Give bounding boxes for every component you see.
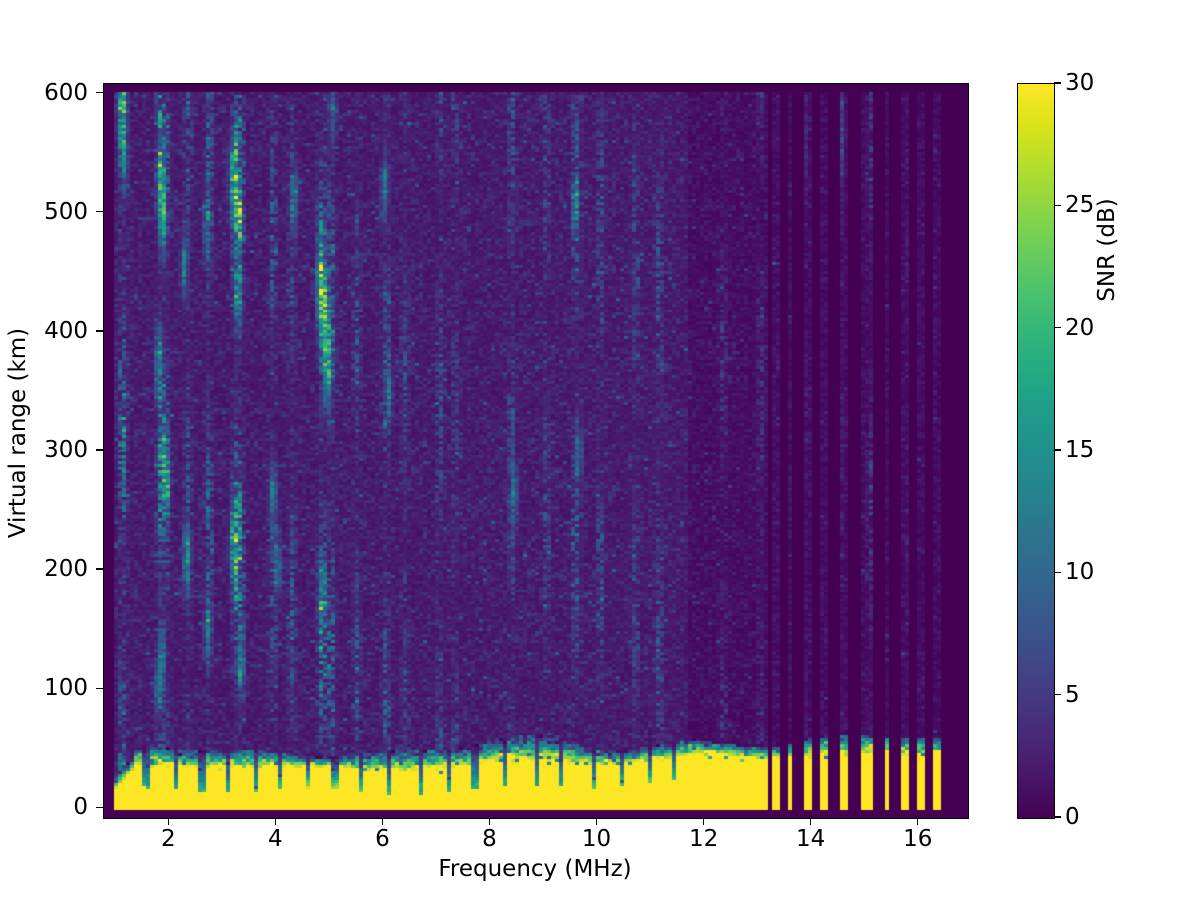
x-tick-mark xyxy=(917,818,919,825)
colorbar-tick-mark xyxy=(1054,571,1062,574)
x-tick-mark xyxy=(702,818,705,825)
colorbar-tick-mark xyxy=(1054,82,1062,84)
y-tick-mark xyxy=(96,806,103,809)
x-tick-label: 10 xyxy=(581,826,612,852)
x-axis-label: Frequency (MHz) xyxy=(438,856,632,882)
colorbar-tick-mark xyxy=(1054,693,1062,696)
colorbar-label: SNR (dB) xyxy=(1094,198,1120,302)
x-tick-mark xyxy=(274,818,277,825)
y-tick-mark xyxy=(96,330,103,332)
colorbar-tick-label: 20 xyxy=(1065,314,1095,341)
x-tick-mark xyxy=(488,818,491,825)
colorbar-tick-mark xyxy=(1054,326,1062,329)
x-tick-label: 14 xyxy=(796,826,826,852)
y-tick-label: 0 xyxy=(73,794,88,821)
x-tick-mark xyxy=(381,818,384,825)
colorbar-tick-label: 15 xyxy=(1065,437,1095,463)
x-tick-label: 12 xyxy=(688,826,719,852)
heatmap-plot-area xyxy=(103,83,969,819)
x-tick-label: 4 xyxy=(268,826,283,852)
x-tick-mark xyxy=(595,818,598,825)
colorbar-tick-mark xyxy=(1054,449,1062,451)
colorbar-tick-mark xyxy=(1054,204,1062,207)
x-tick-label: 6 xyxy=(375,826,390,852)
x-tick-label: 8 xyxy=(482,826,497,852)
y-axis-label: Virtual range (km) xyxy=(5,327,31,539)
colorbar xyxy=(1017,83,1055,819)
x-tick-label: 2 xyxy=(160,826,176,852)
colorbar-tick-mark xyxy=(1054,816,1062,818)
x-tick-mark xyxy=(167,818,169,825)
y-tick-mark xyxy=(96,687,103,689)
x-tick-mark xyxy=(809,818,812,825)
x-tick-label: 16 xyxy=(903,826,933,852)
colorbar-tick-label: 5 xyxy=(1065,681,1080,708)
colorbar-tick-label: 30 xyxy=(1065,70,1095,96)
y-tick-mark xyxy=(96,568,103,570)
colorbar-tick-label: 25 xyxy=(1065,192,1095,219)
colorbar-tick-label: 10 xyxy=(1065,559,1095,586)
colorbar-tick-label: 0 xyxy=(1065,804,1080,830)
colorbar-gradient xyxy=(1018,84,1054,818)
ionogram-heatmap-canvas xyxy=(104,84,968,818)
y-tick-mark xyxy=(96,449,103,451)
